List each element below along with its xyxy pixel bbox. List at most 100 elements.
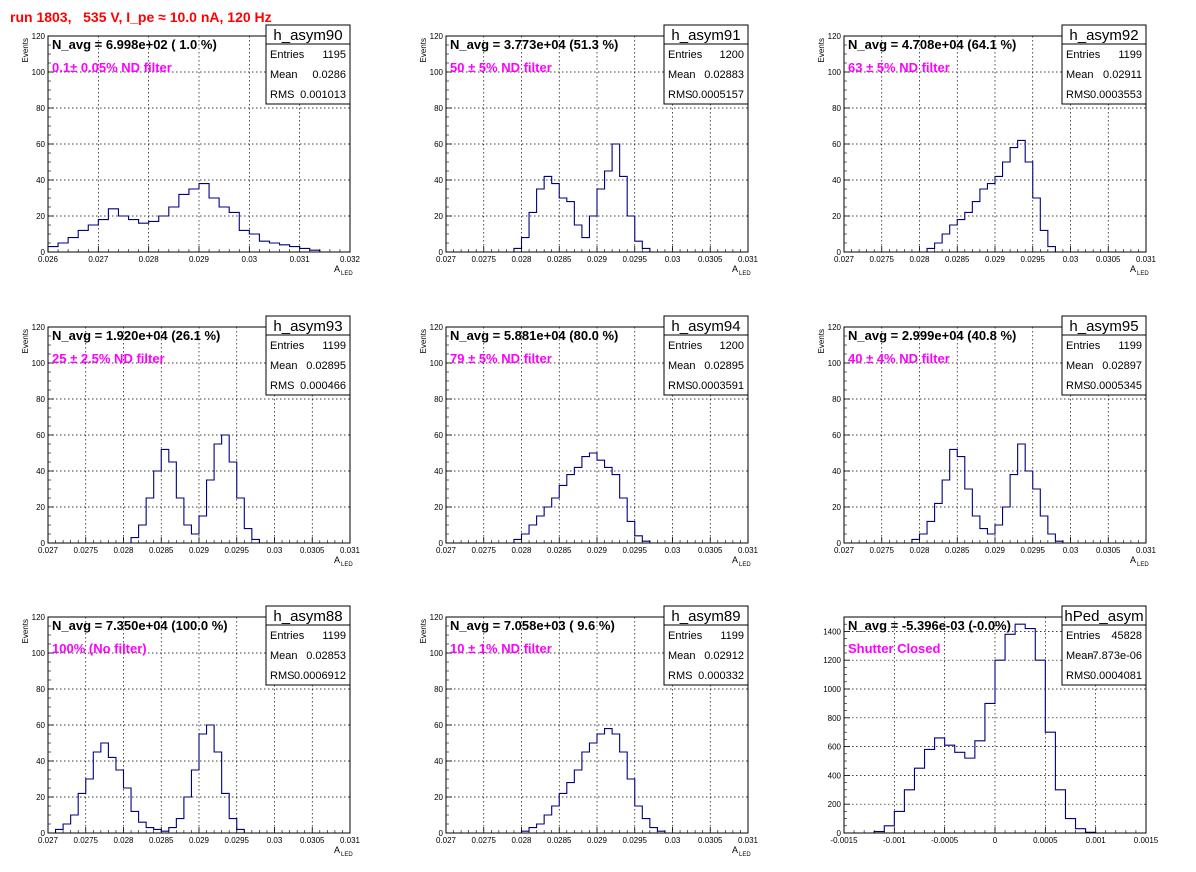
stats-row-label: Entries xyxy=(1066,630,1101,642)
x-axis-title-subscript: LED xyxy=(1137,562,1149,568)
run-title: run 1803, 535 V, I_pe ≈ 10.0 nA, 120 Hz xyxy=(10,9,272,25)
stats-row-value: 0.0004081 xyxy=(1090,670,1142,682)
y-tick-label: 100 xyxy=(32,68,46,77)
stats-row-label: RMS xyxy=(1066,89,1090,101)
stats-box xyxy=(265,24,351,105)
stats-row-value: -7.873e-06 xyxy=(1089,650,1142,662)
y-tick-label: 400 xyxy=(828,771,842,780)
stats-box-title: h_asym88 xyxy=(273,608,342,625)
filter-annotation: 63 ± 5% ND filter xyxy=(848,60,950,75)
x-tick-label: 0.0295 xyxy=(225,546,250,555)
histogram-series-line xyxy=(520,728,666,833)
y-tick-label: 100 xyxy=(430,359,444,368)
y-tick-label: 100 xyxy=(430,68,444,77)
x-tick-label: 0.0005 xyxy=(1033,836,1058,845)
x-tick-label: 0.028 xyxy=(113,546,134,555)
x-tick-label: 0.0295 xyxy=(623,255,648,264)
x-tick-label: 0.0305 xyxy=(1096,546,1121,555)
x-tick-label: 0.0295 xyxy=(623,546,648,555)
stats-row-value: 1200 xyxy=(720,340,744,352)
stats-row-value: 45828 xyxy=(1111,630,1142,642)
stats-box-title: hPed_asym xyxy=(1064,608,1143,625)
x-tick-label: 0.03 xyxy=(665,255,681,264)
stats-row-label: Mean xyxy=(270,360,298,372)
stats-row-value: 0.0003591 xyxy=(692,380,744,392)
x-tick-label: 0.0285 xyxy=(149,546,174,555)
y-tick-label: 40 xyxy=(36,176,45,185)
x-tick-label: 0.0305 xyxy=(698,836,723,845)
x-tick-label: 0.0275 xyxy=(74,546,99,555)
x-tick-label: 0.029 xyxy=(985,255,1006,264)
y-tick-label: 20 xyxy=(36,793,45,802)
x-axis-title-subscript: LED xyxy=(341,562,353,568)
y-tick-label: 0 xyxy=(439,539,444,548)
filter-annotation: 0.1± 0.05% ND filter xyxy=(52,60,172,75)
x-tick-label: 0.0285 xyxy=(547,255,572,264)
stats-box xyxy=(1061,605,1147,686)
stats-row-value: 0.000332 xyxy=(698,670,744,682)
x-tick-label: 0.029 xyxy=(985,546,1006,555)
y-tick-label: 80 xyxy=(36,104,45,113)
stats-box-title: h_asym90 xyxy=(273,27,342,44)
histogram-panel: 0.026 0.027 0.028 0.029 0.03 0.031 0.032 0 20 40 6… xyxy=(21,24,361,277)
x-axis-title: A xyxy=(732,555,738,565)
x-axis-title: A xyxy=(1130,264,1136,274)
stats-row-label: Mean xyxy=(270,69,298,81)
x-tick-label: 0.027 xyxy=(834,255,855,264)
y-tick-label: 0 xyxy=(41,829,46,838)
y-tick-label: 120 xyxy=(430,32,444,41)
x-tick-label: 0.028 xyxy=(511,836,532,845)
histogram-panel: -0.0015 -0.001 -0.0005 0 0.0005 0.001 0.0015 0 2… xyxy=(823,605,1159,845)
y-axis-title: Events xyxy=(419,38,428,62)
y-tick-label: 120 xyxy=(32,323,46,332)
y-tick-label: 100 xyxy=(430,649,444,658)
y-axis-title: Events xyxy=(419,619,428,643)
x-tick-label: 0.031 xyxy=(738,836,759,845)
y-tick-label: 120 xyxy=(828,323,842,332)
y-tick-label: 20 xyxy=(434,212,443,221)
y-tick-label: 20 xyxy=(36,503,45,512)
stats-box-title: h_asym94 xyxy=(671,318,740,335)
histogram-series-line xyxy=(47,183,321,252)
stats-row-label: Mean xyxy=(668,650,696,662)
filter-annotation: 10 ± 1% ND filter xyxy=(450,641,552,656)
x-tick-label: 0.0275 xyxy=(472,836,497,845)
stats-row-value: 0.02912 xyxy=(704,650,744,662)
y-tick-label: 80 xyxy=(434,685,443,694)
histogram-panel: 0.027 0.0275 0.028 0.0285 0.029 0.0295 0.03 0.0… xyxy=(419,24,759,277)
stats-box xyxy=(1061,315,1147,396)
y-tick-label: 60 xyxy=(434,431,443,440)
y-tick-label: 100 xyxy=(828,359,842,368)
n-avg-label: N_avg = 2.999e+04 (40.8 %) xyxy=(848,328,1016,343)
y-tick-label: 40 xyxy=(36,757,45,766)
stats-row-value: 0.02853 xyxy=(306,650,346,662)
x-tick-label: 0.03 xyxy=(1063,546,1079,555)
histogram-panel: 0.027 0.0275 0.028 0.0285 0.029 0.0295 0.03 0.0… xyxy=(419,605,759,858)
stats-row-label: RMS xyxy=(668,89,692,101)
stats-row-value: 0.001013 xyxy=(300,89,346,101)
stats-row-label: Mean xyxy=(1066,360,1094,372)
x-tick-label: -0.0015 xyxy=(830,836,858,845)
y-tick-label: 0 xyxy=(439,829,444,838)
y-tick-label: 120 xyxy=(828,32,842,41)
x-axis-title: A xyxy=(334,845,340,855)
x-tick-label: 0.031 xyxy=(738,546,759,555)
x-tick-label: 0.031 xyxy=(340,546,361,555)
x-tick-label: 0.03 xyxy=(267,836,283,845)
y-tick-label: 0 xyxy=(41,248,46,257)
x-axis-title-subscript: LED xyxy=(341,852,353,858)
stats-box xyxy=(663,605,749,686)
y-tick-label: 20 xyxy=(434,503,443,512)
y-tick-label: 200 xyxy=(828,800,842,809)
x-tick-label: 0.0285 xyxy=(945,546,970,555)
y-tick-label: 40 xyxy=(36,467,45,476)
x-tick-label: 0.0305 xyxy=(1096,255,1121,264)
stats-box-title: h_asym91 xyxy=(671,27,740,44)
filter-annotation: 25 ± 2.5% ND filter xyxy=(52,351,165,366)
y-tick-label: 1400 xyxy=(823,627,841,636)
y-tick-label: 1200 xyxy=(823,656,841,665)
y-tick-label: 80 xyxy=(832,395,841,404)
x-tick-label: 0.028 xyxy=(909,255,930,264)
stats-row-value: 1199 xyxy=(1118,340,1142,352)
x-axis-title: A xyxy=(732,845,738,855)
